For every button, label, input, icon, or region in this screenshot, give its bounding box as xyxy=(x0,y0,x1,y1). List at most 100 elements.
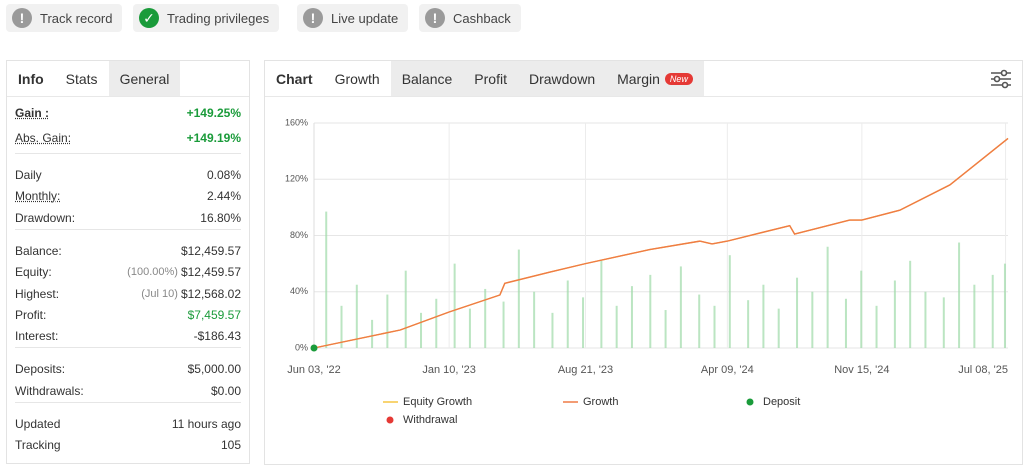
stat-label: Abs. Gain: xyxy=(15,131,72,145)
tab-label: Chart xyxy=(276,70,313,87)
activity-bar xyxy=(664,310,667,348)
activity-bar xyxy=(551,312,554,348)
activity-bar xyxy=(355,284,358,348)
activity-bar xyxy=(600,260,603,348)
activity-bar xyxy=(796,277,799,348)
y-tick-label: 40% xyxy=(290,286,308,296)
stat-row: Monthly: 2.44% xyxy=(15,186,241,206)
activity-bar xyxy=(924,291,927,348)
badge-label: Live update xyxy=(331,10,399,26)
tab[interactable]: Chart xyxy=(265,61,324,96)
y-tick-label: 160% xyxy=(285,117,308,127)
badge[interactable]: ! Live update xyxy=(297,4,409,32)
legend-label: Deposit xyxy=(763,396,800,408)
activity-bar xyxy=(386,294,389,348)
tab[interactable]: Drawdown xyxy=(517,61,607,96)
activity-bar xyxy=(893,280,896,348)
stat-row: Deposits: $5,000.00 xyxy=(15,359,241,379)
stat-label: Profit: xyxy=(15,307,47,322)
tab-label: Margin xyxy=(617,70,660,87)
series-line xyxy=(313,137,1009,349)
chart-tabs: Chart Growth Balance Profit Drawdown Margin Ne… xyxy=(265,61,1022,97)
new-badge: New xyxy=(664,72,693,85)
stats-panel: Info Stats General Gain : +149.25% Abs. Gain… xyxy=(6,60,250,464)
tab[interactable]: Growth xyxy=(323,61,391,96)
activity-bar xyxy=(1003,263,1006,348)
stat-value: +149.19% xyxy=(186,131,241,145)
activity-bar xyxy=(435,298,438,348)
activity-bar xyxy=(615,305,618,348)
legend-label: Growth xyxy=(583,396,618,408)
stat-row: Tracking 105 xyxy=(15,435,241,455)
activity-bar xyxy=(958,242,961,348)
stat-label: Gain : xyxy=(15,106,50,120)
activity-bar xyxy=(728,255,731,348)
activity-bar xyxy=(404,270,407,348)
y-tick-label: 80% xyxy=(290,230,308,240)
activity-bar xyxy=(698,294,701,348)
badge-label: Track record xyxy=(40,10,113,26)
tab-label: Growth xyxy=(334,70,380,87)
activity-bar xyxy=(420,312,423,348)
stat-label: Monthly: xyxy=(15,189,61,204)
activity-bar xyxy=(533,291,536,348)
activity-bar xyxy=(875,305,878,348)
activity-bar xyxy=(747,300,750,348)
tab-label: Drawdown xyxy=(528,70,596,87)
activity-bar xyxy=(679,266,682,348)
x-tick-label: Jun 03, '22 xyxy=(287,364,340,376)
badge[interactable]: ✓ Trading privileges xyxy=(133,4,280,32)
activity-bar xyxy=(826,246,829,348)
activity-bar xyxy=(325,211,328,348)
badge[interactable]: ! Track record xyxy=(6,4,123,32)
settings-icon[interactable] xyxy=(990,69,1012,89)
stat-row: Highest: (Jul 10) $12,568.02 xyxy=(15,284,241,304)
stat-label: Highest: xyxy=(15,286,60,301)
x-tick-label: Jul 08, '25 xyxy=(958,364,1008,376)
y-tick-label: 0% xyxy=(295,342,308,352)
activity-bar xyxy=(453,263,456,348)
tab[interactable]: Profit xyxy=(463,61,518,96)
activity-bar xyxy=(371,319,374,348)
stat-value: 2.44% xyxy=(206,189,241,204)
tab[interactable]: Info xyxy=(7,61,55,96)
stat-row: Gain : +149.25% xyxy=(15,103,241,123)
tab[interactable]: Stats xyxy=(54,61,109,96)
tab[interactable]: General xyxy=(108,61,181,96)
stat-value: $0.00 xyxy=(210,383,241,398)
stat-value: 105 xyxy=(220,438,241,453)
tab[interactable]: Margin New xyxy=(606,61,704,96)
stat-row: Interest: -$186.43 xyxy=(15,326,241,346)
stat-value: 16.80% xyxy=(200,210,241,225)
separator xyxy=(15,153,241,154)
badge-icon: ! xyxy=(303,8,323,28)
stat-row: Profit: $7,459.57 xyxy=(15,305,241,325)
activity-bar xyxy=(517,249,520,348)
stat-label: Interest: xyxy=(15,329,59,344)
activity-bar xyxy=(502,301,505,348)
x-tick-label: Aug 21, '23 xyxy=(558,364,613,376)
stat-label: Withdrawals: xyxy=(15,383,84,398)
stat-label: Balance: xyxy=(15,243,62,258)
stat-row: Daily 0.08% xyxy=(15,165,241,185)
activity-bar xyxy=(909,260,912,348)
stat-note: (100.00%) xyxy=(127,266,178,279)
tab-label: Balance xyxy=(401,70,453,87)
activity-bar xyxy=(991,274,994,348)
badge-label: Trading privileges xyxy=(167,10,270,26)
stat-value: $12,459.57 xyxy=(180,265,241,280)
badge[interactable]: ! Cashback xyxy=(419,4,521,32)
activity-bar xyxy=(582,297,585,348)
badge-icon: ! xyxy=(425,8,445,28)
activity-bar xyxy=(468,308,471,348)
stat-label: Drawdown: xyxy=(15,210,76,225)
separator xyxy=(15,228,241,230)
tab[interactable]: Balance xyxy=(390,61,464,96)
activity-bar xyxy=(777,308,780,348)
activity-bar xyxy=(973,284,976,348)
activity-bar xyxy=(566,280,569,348)
x-tick-label: Jan 10, '23 xyxy=(422,364,475,376)
x-tick-label: Nov 15, '24 xyxy=(834,364,889,376)
badge-icon: ! xyxy=(12,8,32,28)
